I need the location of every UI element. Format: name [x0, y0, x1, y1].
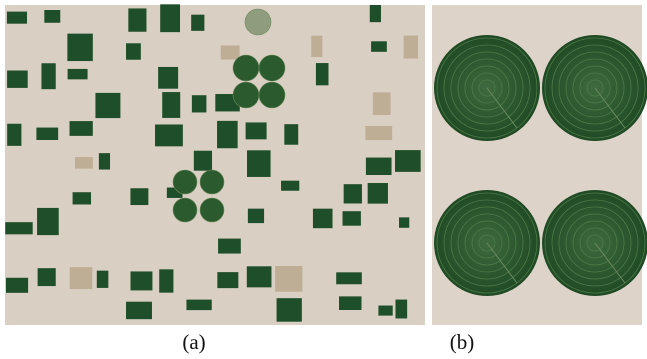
- image-texture: [395, 150, 421, 172]
- image-texture: [36, 128, 58, 140]
- image-texture: [365, 126, 392, 140]
- image-texture: [218, 239, 241, 254]
- image-texture: [368, 183, 388, 204]
- image-texture: [192, 95, 207, 112]
- image-texture: [158, 67, 178, 89]
- panel-b-image: [432, 5, 647, 325]
- image-texture: [378, 306, 392, 316]
- image-texture: [339, 296, 361, 310]
- image-texture: [217, 272, 238, 288]
- image-texture: [131, 271, 153, 290]
- image-texture: [191, 15, 204, 31]
- panel-b-caption: (b): [422, 330, 502, 355]
- image-texture: [395, 300, 407, 319]
- image-texture: [277, 298, 302, 322]
- image-texture: [6, 278, 28, 293]
- image-texture: [186, 300, 211, 311]
- image-texture: [70, 267, 93, 289]
- image-texture: [194, 151, 212, 171]
- image-texture: [73, 192, 91, 204]
- image-texture: [130, 188, 148, 205]
- image-texture: [160, 4, 180, 32]
- image-texture: [281, 181, 299, 191]
- image-texture: [7, 124, 21, 146]
- image-texture: [311, 36, 322, 57]
- figure: (a) (b): [0, 0, 647, 359]
- image-texture: [95, 93, 120, 118]
- image-texture: [370, 5, 381, 22]
- image-texture: [68, 69, 88, 79]
- image-texture: [246, 122, 267, 139]
- image-texture: [7, 71, 28, 88]
- image-texture: [248, 209, 264, 223]
- image-texture: [126, 43, 141, 59]
- panel-a-caption: (a): [154, 330, 234, 355]
- image-texture: [399, 217, 409, 227]
- image-texture: [336, 272, 362, 284]
- image-texture: [162, 92, 180, 118]
- image-texture: [217, 121, 238, 148]
- panel-a-image: [5, 4, 425, 325]
- image-texture: [5, 222, 32, 234]
- image-texture: [343, 211, 361, 226]
- image-texture: [99, 153, 110, 169]
- image-texture: [371, 41, 387, 52]
- image-texture: [37, 208, 59, 235]
- image-texture: [128, 8, 146, 31]
- image-texture: [44, 10, 60, 23]
- image-texture: [126, 302, 152, 319]
- image-texture: [155, 124, 183, 146]
- image-texture: [41, 63, 55, 89]
- image-texture: [221, 45, 240, 59]
- image-texture: [38, 268, 56, 286]
- image-texture: [344, 184, 362, 203]
- image-texture: [159, 269, 173, 292]
- image-texture: [313, 209, 333, 229]
- image-texture: [70, 121, 93, 136]
- image-texture: [275, 266, 302, 292]
- image-texture: [316, 63, 329, 85]
- image-texture: [404, 36, 418, 59]
- image-texture: [67, 34, 92, 61]
- image-texture: [247, 150, 271, 177]
- image-texture: [366, 158, 392, 175]
- image-texture: [97, 271, 109, 288]
- image-texture: [373, 92, 391, 115]
- image-texture: [247, 266, 272, 287]
- image-texture: [75, 157, 93, 169]
- image-texture: [284, 124, 298, 145]
- figure-images: [0, 0, 647, 330]
- image-texture: [7, 12, 27, 24]
